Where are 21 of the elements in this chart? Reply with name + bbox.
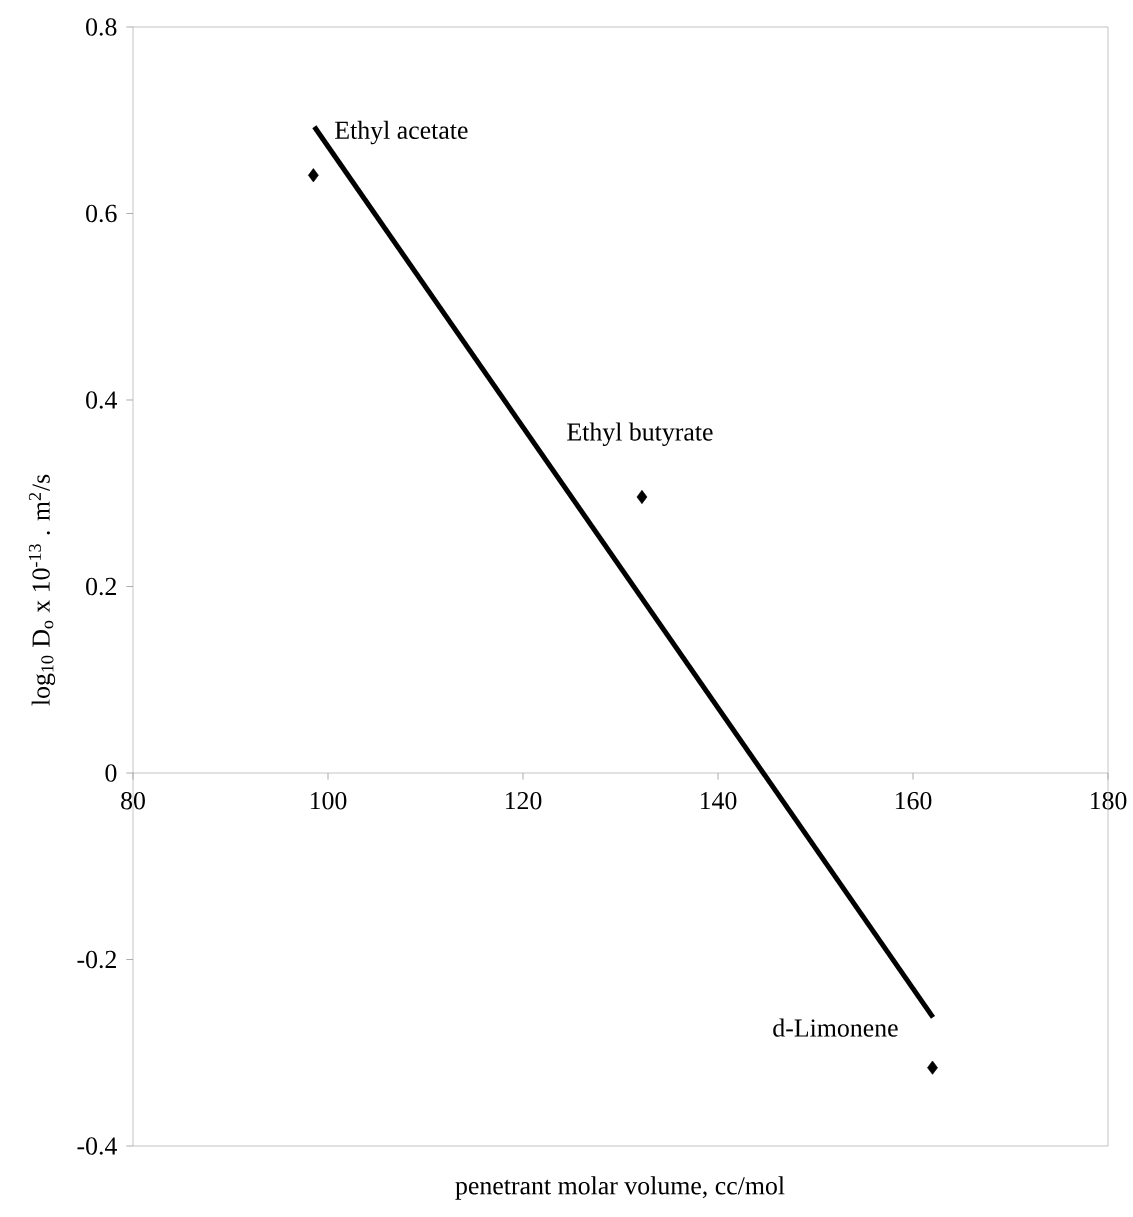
- x-tick-label: 160: [895, 791, 932, 810]
- annotation: Ethyl butyrate: [567, 422, 713, 447]
- x-tick-label: 140: [700, 791, 737, 810]
- point: [927, 1060, 938, 1075]
- y-tick-label: 0.6: [86, 204, 117, 223]
- y-tick-label: -0.2: [77, 950, 116, 969]
- x-tick-label: 80: [121, 791, 145, 810]
- x-tick-label: 100: [310, 791, 347, 810]
- point: [308, 168, 319, 183]
- y-tick-label: -0.4: [77, 1137, 117, 1155]
- x-tick-label: 120: [505, 791, 542, 810]
- y-tick-label: 0.4: [86, 391, 117, 409]
- x-axis-title: penetrant molar volume, cc/mol: [455, 1176, 785, 1200]
- y-tick-label: 0: [105, 764, 117, 782]
- annotation: d-Limonene: [773, 1018, 898, 1037]
- y-tick-label: 0.8: [86, 18, 117, 36]
- text: log$_{10}$ D$_{o}$ x 10$^{-13}$ . m$^{2}$/s: [28, 474, 56, 706]
- y-tick-label: 0.2: [86, 577, 116, 596]
- x-tick-label: 180: [1090, 791, 1127, 810]
- point: [636, 489, 648, 504]
- annotation: Ethyl acetate: [335, 120, 468, 145]
